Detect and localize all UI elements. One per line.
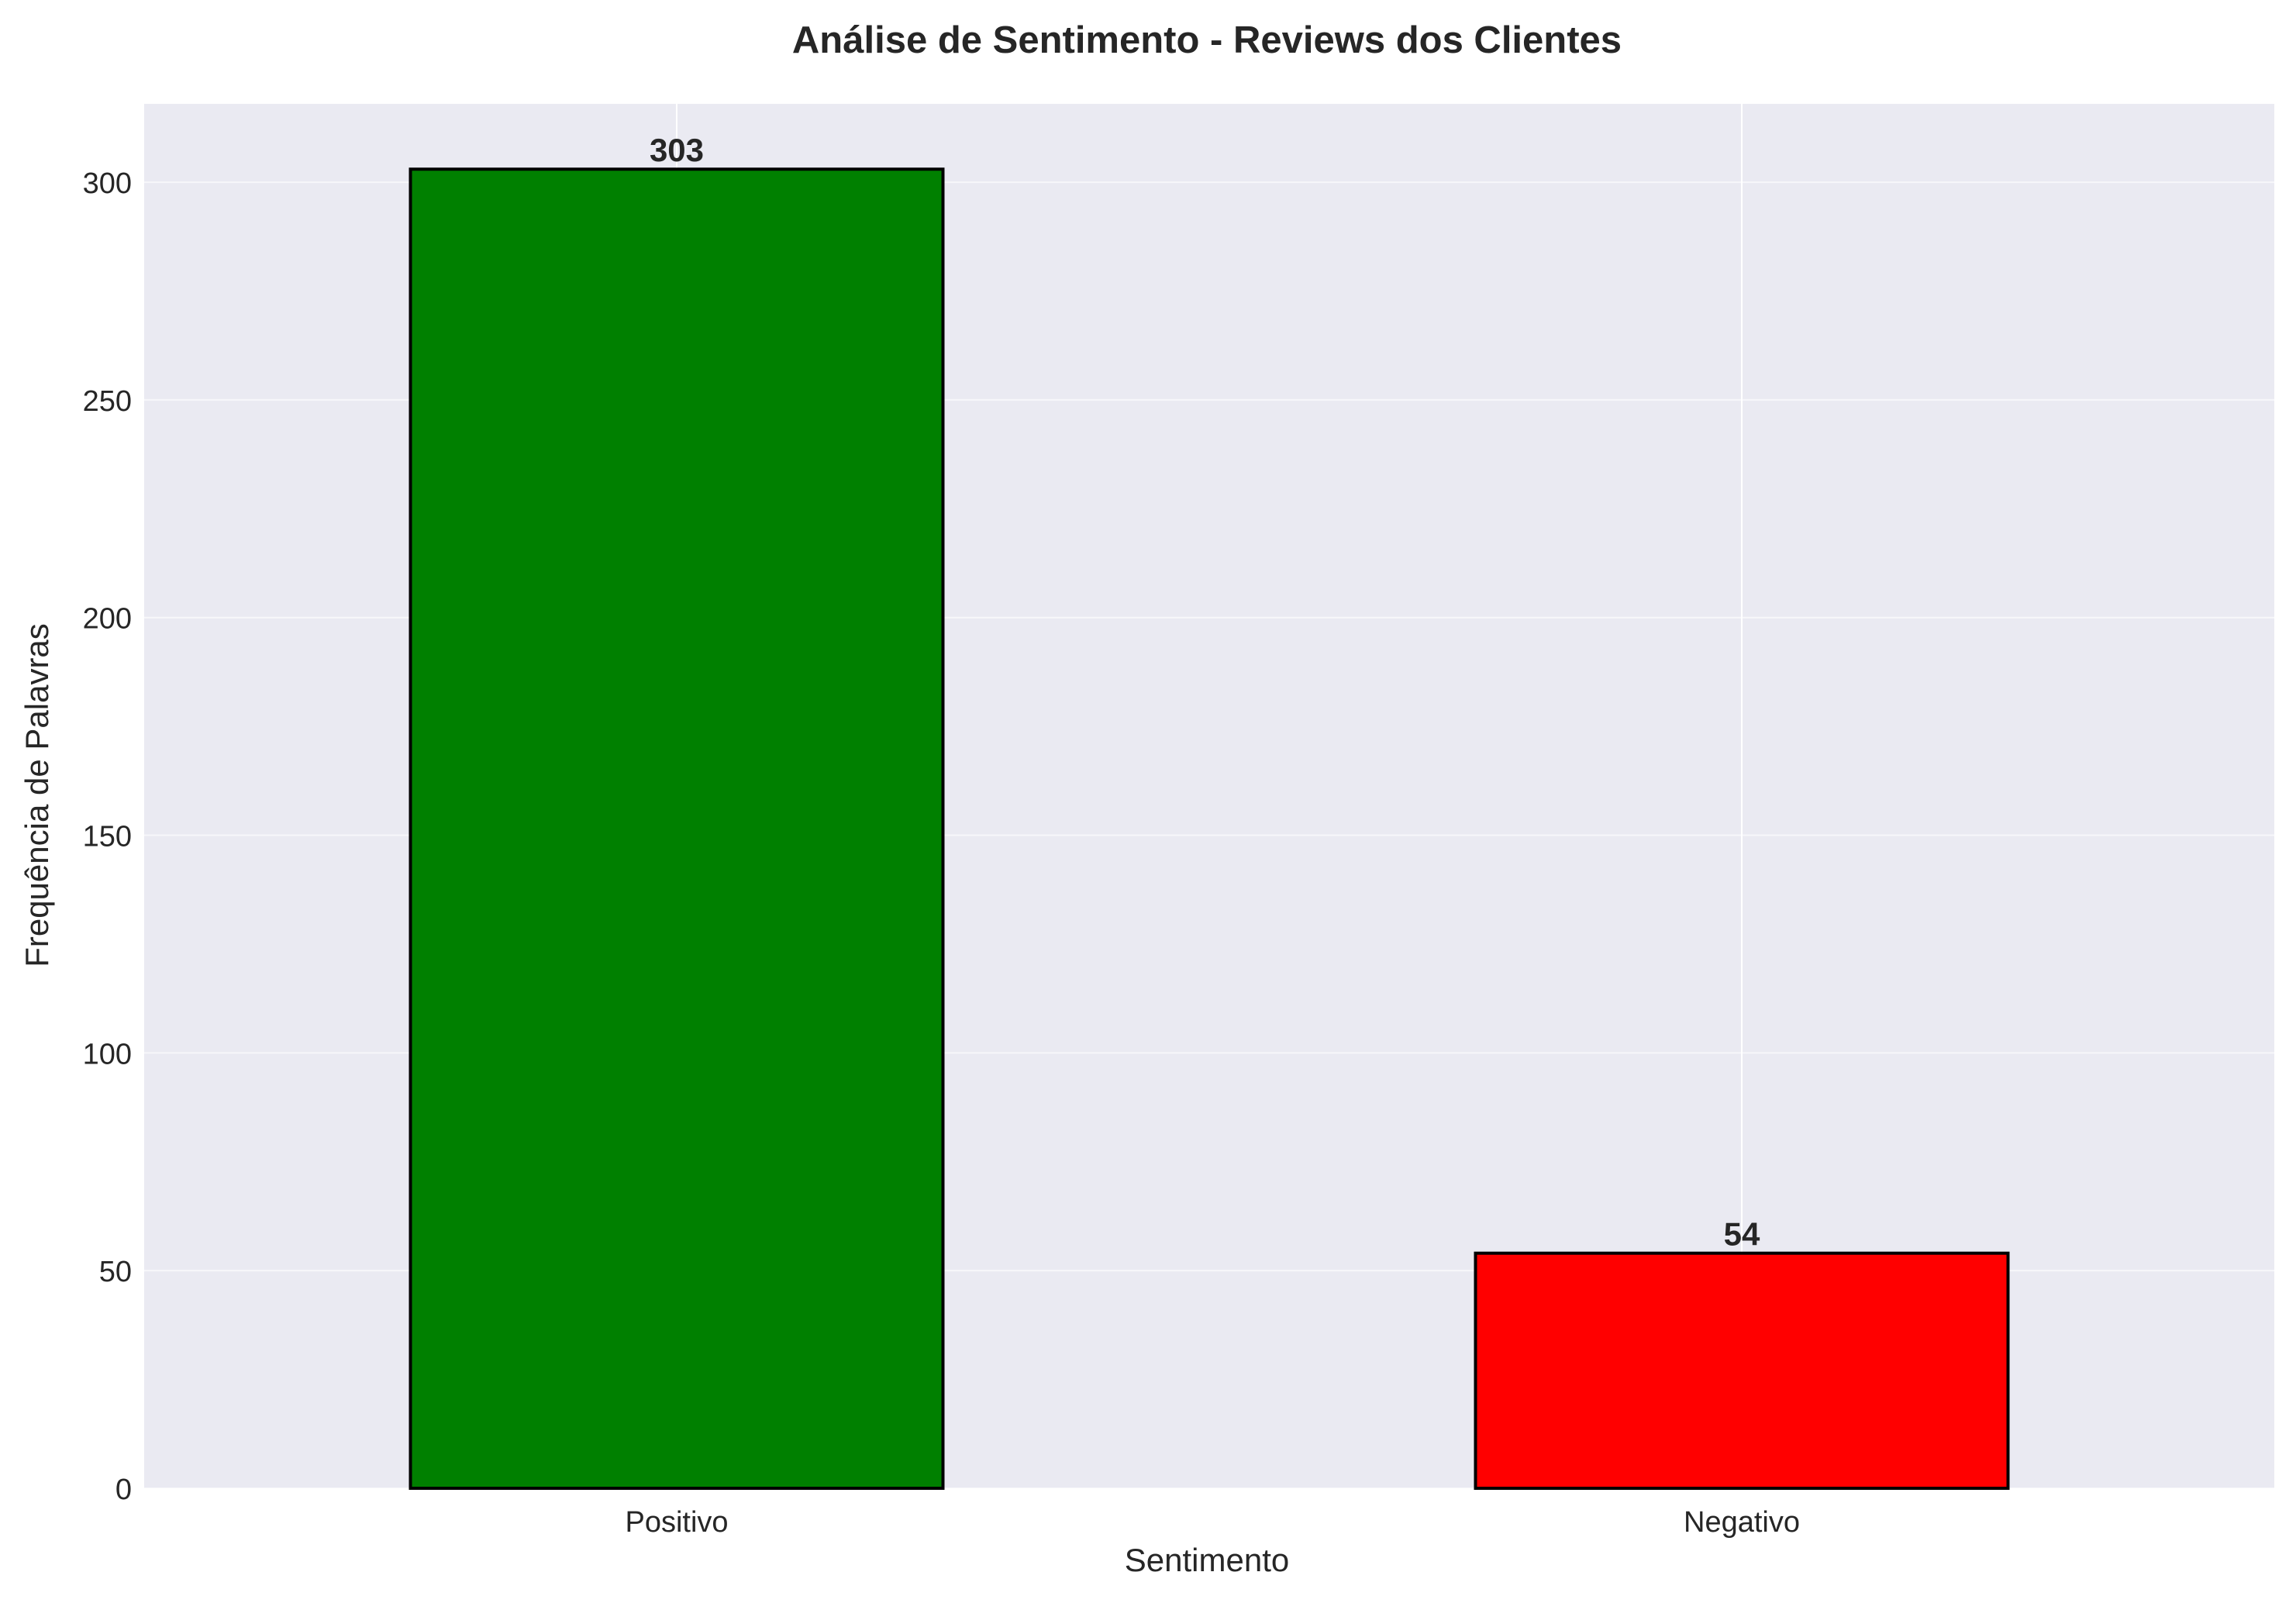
y-tick-label: 50 [99,1256,132,1288]
x-axis-label: Sentimento [1125,1542,1289,1578]
y-axis-ticks: 0 50 100 150 200 250 300 [83,167,132,1506]
y-tick-label: 0 [115,1474,132,1506]
bar-value-labels: 303 54 [650,132,1760,1252]
y-tick-label: 100 [83,1038,132,1070]
x-axis-ticks: Positivo Negativo [625,1506,1800,1539]
y-tick-label: 150 [83,821,132,853]
bar-value-label: 303 [650,132,704,168]
chart-title: Análise de Sentimento - Reviews dos Clie… [792,19,1622,61]
bars [409,167,2010,1491]
bar-positivo [409,167,945,1491]
x-tick-label: Negativo [1684,1506,1800,1539]
y-axis-label: Frequência de Palavras [19,623,55,967]
y-tick-label: 200 [83,603,132,636]
y-tick-label: 250 [83,385,132,418]
bar-negativo [1474,1251,2010,1491]
y-tick-label: 300 [83,167,132,200]
x-tick-label: Positivo [625,1506,728,1539]
bar-value-label: 54 [1724,1216,1760,1253]
